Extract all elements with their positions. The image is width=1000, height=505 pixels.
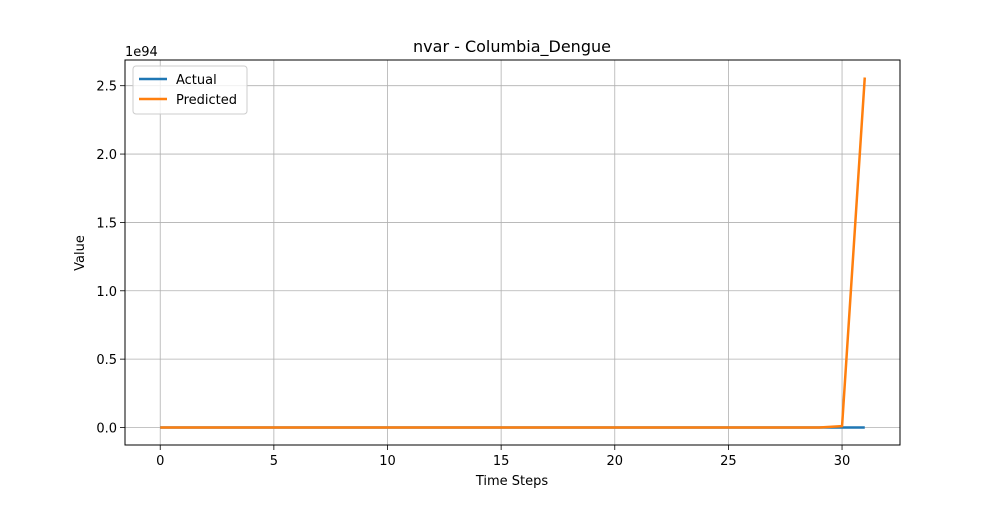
legend-label-actual: Actual [176,73,217,88]
y-tick-label: 1.5 [96,216,117,231]
x-tick-label: 15 [493,454,510,469]
y-tick-label: 1.0 [96,285,117,300]
x-axis: 0 5 10 15 20 25 30 [156,445,850,469]
y-axis: 0.0 0.5 1.0 1.5 2.0 2.5 [96,80,125,437]
legend-label-predicted: Predicted [176,93,237,108]
y-tick-label: 2.5 [96,80,117,95]
y-tick-label: 0.0 [96,422,117,437]
y-tick-label: 2.0 [96,148,117,163]
y-tick-label: 0.5 [96,353,117,368]
y-axis-offset-label: 1e94 [125,45,158,60]
y-axis-label: Value [73,235,88,271]
plot-area-frame [124,59,901,446]
x-tick-label: 20 [606,454,623,469]
grid [125,60,900,445]
x-tick-label: 0 [156,454,164,469]
x-axis-label: Time Steps [475,474,549,489]
x-tick-label: 5 [270,454,278,469]
x-tick-label: 30 [834,454,851,469]
series-line-predicted [160,77,867,429]
x-tick-label: 25 [720,454,737,469]
chart-title: nvar - Columbia_Dengue [413,37,611,57]
series-layer [160,77,867,429]
x-tick-label: 10 [379,454,396,469]
legend: Actual Predicted [132,65,248,115]
